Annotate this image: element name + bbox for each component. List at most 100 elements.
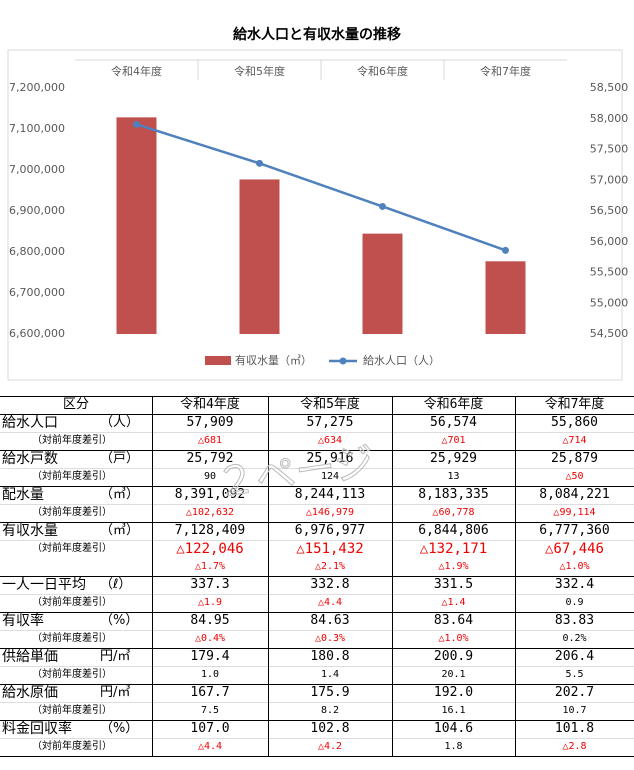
- value-cell: 83.83: [554, 613, 595, 628]
- row-unit: （戸）: [100, 451, 140, 466]
- pct-cell: △1.7%: [194, 561, 226, 572]
- diff-label: （対前年度差引）: [32, 543, 112, 554]
- row-border: [0, 486, 634, 487]
- diff-cell: △714: [562, 435, 587, 446]
- header-cell: 令和5年度: [300, 397, 360, 412]
- diff-cell: 5.5: [565, 669, 584, 680]
- diff-label: （対前年度差引）: [32, 705, 112, 716]
- diff-cell: 16.1: [441, 705, 466, 716]
- header-cell: 令和6年度: [423, 397, 484, 412]
- row-border: [0, 522, 634, 523]
- diff-label: （対前年度差引）: [32, 669, 112, 680]
- diff-cell: 0.9: [565, 597, 584, 608]
- legend-swatch: [205, 356, 231, 365]
- col-border: [515, 396, 516, 756]
- x-tick-label: 令和4年度: [111, 64, 162, 78]
- diff-label: （対前年度差引）: [32, 633, 112, 644]
- y-tick-label: 6,900,000: [9, 204, 65, 217]
- line-marker: [256, 159, 263, 167]
- value-cell: 179.4: [190, 649, 230, 664]
- diff-cell: △132,171: [419, 541, 488, 557]
- value-cell: 6,976,977: [294, 523, 366, 538]
- y2-tick-label: 56,500: [590, 204, 629, 217]
- value-cell: 331.5: [433, 577, 474, 592]
- value-cell: 57,275: [306, 415, 354, 430]
- row-border: [0, 504, 634, 505]
- y2-tick-label: 57,000: [590, 173, 629, 186]
- row-unit: （人）: [100, 415, 140, 430]
- y-tick-label: 7,100,000: [9, 122, 65, 135]
- diff-cell: △50: [565, 471, 584, 482]
- value-cell: 175.9: [310, 685, 350, 700]
- diff-cell: △0.3%: [314, 633, 346, 644]
- pct-cell: △2.1%: [314, 561, 346, 572]
- value-cell: 57,909: [186, 415, 234, 430]
- y-tick-label: 6,800,000: [9, 245, 65, 258]
- row-border: [0, 648, 634, 649]
- row-border: [0, 450, 634, 451]
- legend-swatch: [339, 357, 347, 365]
- chart: 給水人口と有収水量の推移 6,600,000 6,700,000 6,800,000…: [7, 26, 629, 381]
- row-unit: （ℓ）: [100, 577, 132, 592]
- bar: [239, 179, 280, 334]
- y2-tick-label: 56,000: [590, 235, 629, 248]
- diff-label: （対前年度差引）: [32, 741, 112, 752]
- value-cell: 180.8: [310, 649, 350, 664]
- diff-cell: △2.8: [562, 741, 587, 752]
- header-cell: 令和4年度: [180, 397, 240, 412]
- row-border: [0, 396, 634, 397]
- row-border: [0, 738, 634, 739]
- diff-cell: △4.4: [197, 741, 223, 752]
- diff-cell: 8.2: [320, 705, 340, 716]
- value-cell: 84.63: [310, 613, 350, 628]
- row-unit: 円/㎥: [100, 649, 131, 664]
- y2-tick-label: 57,500: [590, 143, 629, 156]
- value-cell: 101.8: [554, 721, 595, 736]
- value-cell: 25,916: [306, 451, 354, 466]
- row-unit: （㎥）: [100, 487, 140, 502]
- diff-cell: △681: [197, 435, 223, 446]
- col-border: [152, 396, 153, 756]
- row-border: [0, 756, 634, 757]
- header-cell: 区分: [62, 397, 89, 412]
- col-border: [268, 396, 269, 756]
- row-label: 配水量: [2, 487, 44, 503]
- row-unit: （%）: [100, 613, 139, 628]
- pct-cell: △1.0%: [559, 561, 590, 572]
- diff-cell: 1.8: [444, 741, 463, 752]
- diff-cell: 13: [447, 471, 460, 482]
- value-cell: 192.0: [433, 685, 474, 700]
- diff-cell: △701: [441, 435, 466, 446]
- row-unit: 円/㎥: [100, 685, 131, 700]
- row-unit: （%）: [100, 721, 139, 736]
- diff-cell: 0.2%: [562, 633, 587, 644]
- col-border: [392, 396, 393, 756]
- value-cell: 8,391,092: [174, 487, 246, 502]
- chart-title: 給水人口と有収水量の推移: [233, 26, 401, 43]
- value-cell: 56,574: [430, 415, 477, 430]
- y-tick-label: 7,000,000: [9, 163, 65, 176]
- diff-cell: △122,046: [176, 541, 244, 557]
- row-border: [0, 468, 634, 469]
- diff-cell: △1.9: [197, 597, 223, 608]
- chart-frame: [7, 49, 623, 381]
- legend-label: 有収水量（㎥）: [235, 353, 312, 367]
- value-cell: 107.0: [190, 721, 230, 736]
- diff-cell: △102,632: [185, 507, 235, 518]
- diff-cell: △1.4: [441, 597, 466, 608]
- value-cell: 206.4: [554, 649, 595, 664]
- y2-tick-label: 58,500: [590, 81, 629, 94]
- y2-tick-label: 55,000: [590, 296, 629, 309]
- diff-cell: △151,432: [296, 541, 364, 557]
- value-cell: 104.6: [433, 721, 474, 736]
- row-border: [0, 576, 634, 577]
- diff-cell: △4.2: [317, 741, 343, 752]
- row-border: [0, 702, 634, 703]
- value-cell: 337.3: [190, 577, 230, 592]
- value-cell: 200.9: [433, 649, 474, 664]
- y2-tick-label: 54,500: [590, 327, 629, 340]
- row-unit: （㎥）: [100, 523, 140, 538]
- row-border: [0, 414, 634, 415]
- row-border: [0, 630, 634, 631]
